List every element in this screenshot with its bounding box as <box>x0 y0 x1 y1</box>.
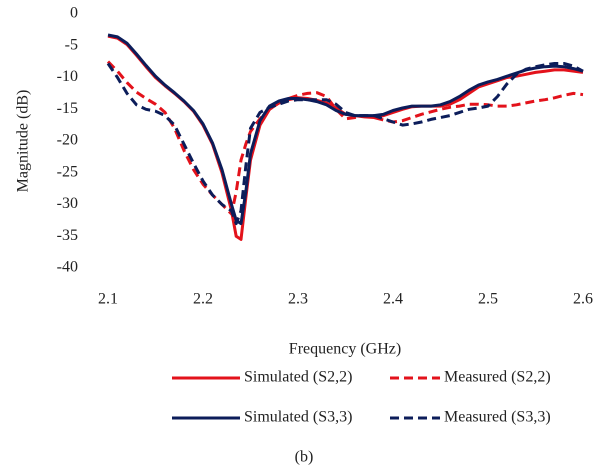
caption: (b) <box>295 449 314 466</box>
legend-label: Simulated (S3,3) <box>244 409 352 426</box>
legend-label: Measured (S2,2) <box>444 369 551 386</box>
x-tick-label: 2.2 <box>193 291 213 308</box>
y-tick-label: -15 <box>57 100 78 117</box>
x-axis-label: Frequency (GHz) <box>289 341 401 358</box>
y-tick-label: -40 <box>57 259 78 276</box>
y-tick-label: -5 <box>65 36 78 53</box>
y-tick-label: 0 <box>70 5 78 22</box>
y-tick-label: -35 <box>57 227 78 244</box>
x-tick-label: 2.1 <box>98 291 118 308</box>
x-tick-label: 2.5 <box>478 291 498 308</box>
series-line <box>106 60 584 216</box>
y-tick-label: -20 <box>57 132 78 149</box>
x-tick-label: 2.3 <box>288 291 308 308</box>
y-tick-label: -25 <box>57 163 78 180</box>
y-axis-label: Magnitude (dB) <box>15 90 32 193</box>
legend-label: Simulated (S2,2) <box>244 369 352 386</box>
x-tick-label: 2.4 <box>383 291 403 308</box>
y-tick-label: -30 <box>57 195 78 212</box>
x-tick-label: 2.6 <box>573 291 593 308</box>
y-tick-label: -10 <box>57 68 78 85</box>
series-line <box>107 33 584 226</box>
series-line <box>106 62 584 226</box>
legend-label: Measured (S3,3) <box>444 409 551 426</box>
